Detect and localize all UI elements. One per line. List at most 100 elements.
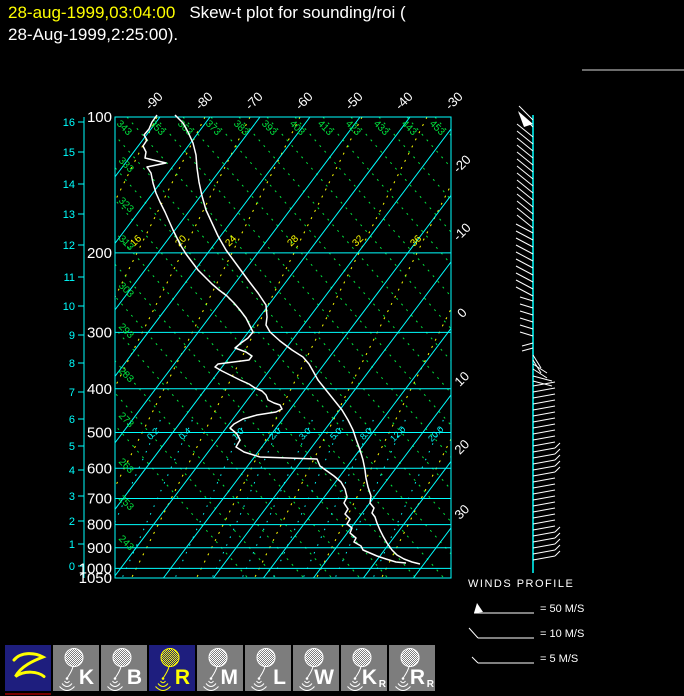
theta-left-label: 273 [116, 410, 136, 430]
wind-profile [515, 105, 561, 573]
dewpoint-trace [142, 114, 407, 564]
mixing-ratio-label: 12.0 [388, 424, 407, 443]
zeb-logo-icon [12, 652, 47, 678]
isotherm-right-label: 30 [451, 501, 472, 522]
mixing-ratio-label: 20.0 [426, 424, 445, 443]
toolbar-button-k[interactable]: K [53, 645, 99, 691]
toolbar-button-label: R [409, 666, 425, 689]
toolbar-button-w[interactable]: W [293, 645, 339, 691]
grid-line-families [115, 117, 451, 578]
theta-top-label: 413 [315, 118, 335, 138]
mixing-ratio-label: 8.0 [358, 426, 374, 442]
height-km-label: 6 [69, 414, 75, 426]
radiosonde-balloon-icon [155, 648, 180, 691]
pressure-label: 200 [87, 245, 112, 262]
pressure-label: 1000 [79, 560, 112, 577]
theta-top-label: 363 [175, 118, 195, 138]
toolbar-button-m[interactable]: M [197, 645, 243, 691]
moist-adiabat-label: 28 [285, 233, 301, 249]
height-km-label: 5 [69, 441, 75, 453]
isotherm-right-label: 0 [454, 305, 470, 321]
toolbar-button-label: K [78, 666, 94, 689]
height-km-label: 8 [69, 358, 75, 370]
radiosonde-balloon-icon [347, 648, 372, 691]
height-km-label: 7 [69, 387, 75, 399]
height-km-label: 4 [69, 465, 75, 477]
theta-top-label: 453 [427, 118, 447, 138]
toolbar-button-r[interactable]: R [149, 645, 195, 691]
isotherm-top-label: -30 [442, 89, 466, 113]
toolbar-button-label: W [314, 666, 334, 689]
pressure-label: 600 [87, 460, 112, 477]
radiosonde-balloon-icon [299, 648, 324, 691]
toolbar-button-label: L [273, 666, 286, 689]
mixing-ratio-label: 1.0 [230, 426, 246, 442]
theta-top-label: 373 [203, 118, 223, 138]
theta-left-label: 293 [116, 321, 136, 341]
radiosonde-balloon-icon [395, 648, 420, 691]
isotherm-right-label: 20 [451, 436, 472, 457]
title-text: Skew-t plot for sounding/roi ( [189, 3, 406, 22]
height-km-label: 12 [63, 240, 75, 252]
theta-top-label: 443 [399, 118, 419, 138]
toolbar-button-b[interactable]: B [101, 645, 147, 691]
height-km-label: 15 [63, 147, 75, 159]
height-km-label: 2 [69, 516, 75, 528]
radiosonde-balloon-icon [251, 648, 276, 691]
barb-full-icon [468, 627, 534, 638]
mixing-ratio-label: 0.4 [177, 426, 193, 442]
toolbar-button-l[interactable]: L [245, 645, 291, 691]
theta-left-label: 303 [116, 280, 136, 300]
toolbar-underline [5, 693, 51, 695]
toolbar-button-sublabel: R [426, 679, 434, 690]
theta-left-label: 283 [116, 365, 136, 385]
isotherm-top-label: -70 [242, 89, 266, 113]
isotherm-top-label: -90 [142, 89, 166, 113]
theta-top-label: 383 [231, 118, 251, 138]
pressure-label: 100 [87, 109, 112, 126]
barb-half-icon [471, 656, 534, 663]
height-km-label: 0 [69, 561, 75, 573]
pressure-label: 300 [87, 324, 112, 341]
axes: 1615141312111098765432101002003004005006… [63, 109, 112, 587]
toolbar-button-label: M [220, 666, 239, 689]
pressure-label: 800 [87, 517, 112, 534]
moist-adiabat-label: 36 [408, 233, 424, 249]
isotherm-top-label: -80 [192, 89, 216, 113]
pressure-label: 500 [87, 425, 112, 442]
mixing-ratio-label: 2.0 [267, 426, 283, 442]
theta-left-label: 323 [116, 195, 136, 215]
toolbar-button-zeb[interactable] [5, 645, 51, 691]
pressure-label: 700 [87, 491, 112, 508]
radiosonde-balloon-icon [203, 648, 228, 691]
isotherm-top-label: -40 [392, 89, 416, 113]
height-km-label: 1 [69, 539, 75, 551]
height-km-label: 3 [69, 491, 75, 503]
theta-left-label: 253 [116, 493, 136, 513]
legend-label: = 5 M/S [540, 652, 579, 665]
moist-adiabat-label: 24 [223, 233, 239, 249]
title-timestamp: 28-aug-1999,03:04:00 [8, 3, 176, 22]
pressure-grid [114, 116, 452, 579]
height-km-label: 9 [69, 330, 75, 342]
theta-top-label: 433 [371, 118, 391, 138]
legend-row-10ms: = 10 M/S [468, 621, 584, 646]
toolbar: K B R M L W [5, 645, 435, 691]
isotherm-top-label: -50 [342, 89, 366, 113]
barb-flag-icon [474, 602, 534, 613]
isotherm-right-label: -10 [450, 220, 474, 244]
pressure-label: 1050 [79, 570, 112, 587]
title-line1: 28-aug-1999,03:04:00 Skew-t plot for soun… [8, 2, 406, 24]
winds-profile-legend: WINDS PROFILE = 50 M/S = 10 M/S = 5 M/S [468, 578, 584, 671]
isotherm-top-label: -60 [292, 89, 316, 113]
mixing-ratio-label: 0.2 [145, 426, 161, 442]
height-km-label: 14 [63, 179, 75, 191]
isotherm-right-label: -20 [450, 152, 474, 176]
title-bar: 28-aug-1999,03:04:00 Skew-t plot for soun… [8, 2, 406, 46]
height-km-label: 10 [63, 301, 75, 313]
legend-label: = 10 M/S [540, 627, 585, 640]
